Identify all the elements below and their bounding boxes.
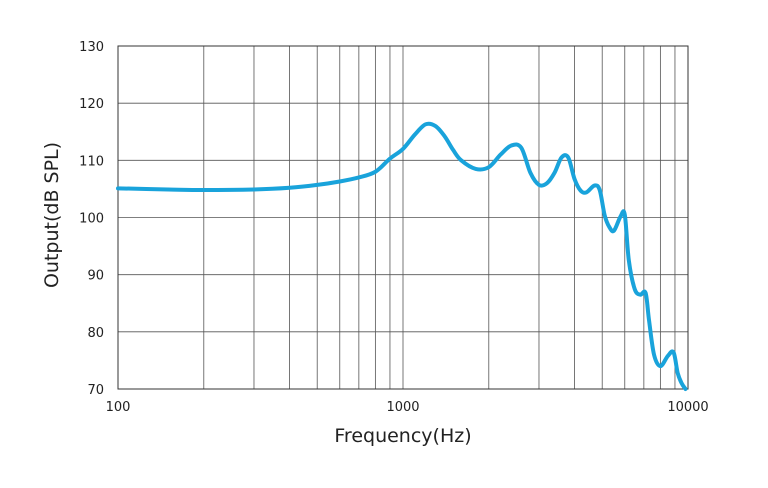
grid-lines <box>118 46 688 389</box>
x-tick-label: 100 <box>106 400 131 415</box>
plot-frame <box>117 45 689 390</box>
y-tick-label: 110 <box>79 154 104 169</box>
y-tick-label: 120 <box>79 97 104 112</box>
y-tick-label: 100 <box>79 212 104 227</box>
x-axis-label: Frequency(Hz) <box>334 425 471 447</box>
tick-labels: 70 80 90 100 110 120 130 100 1000 10000 <box>79 40 709 415</box>
y-tick-label: 90 <box>87 269 104 284</box>
series-line <box>116 121 688 391</box>
x-tick-label: 10000 <box>667 400 708 415</box>
x-tick-label: 1000 <box>386 400 419 415</box>
y-axis-label: Output(dB SPL) <box>41 142 63 288</box>
y-tick-label: 80 <box>87 326 104 341</box>
y-tick-label: 70 <box>87 383 104 398</box>
y-tick-label: 130 <box>79 40 104 55</box>
